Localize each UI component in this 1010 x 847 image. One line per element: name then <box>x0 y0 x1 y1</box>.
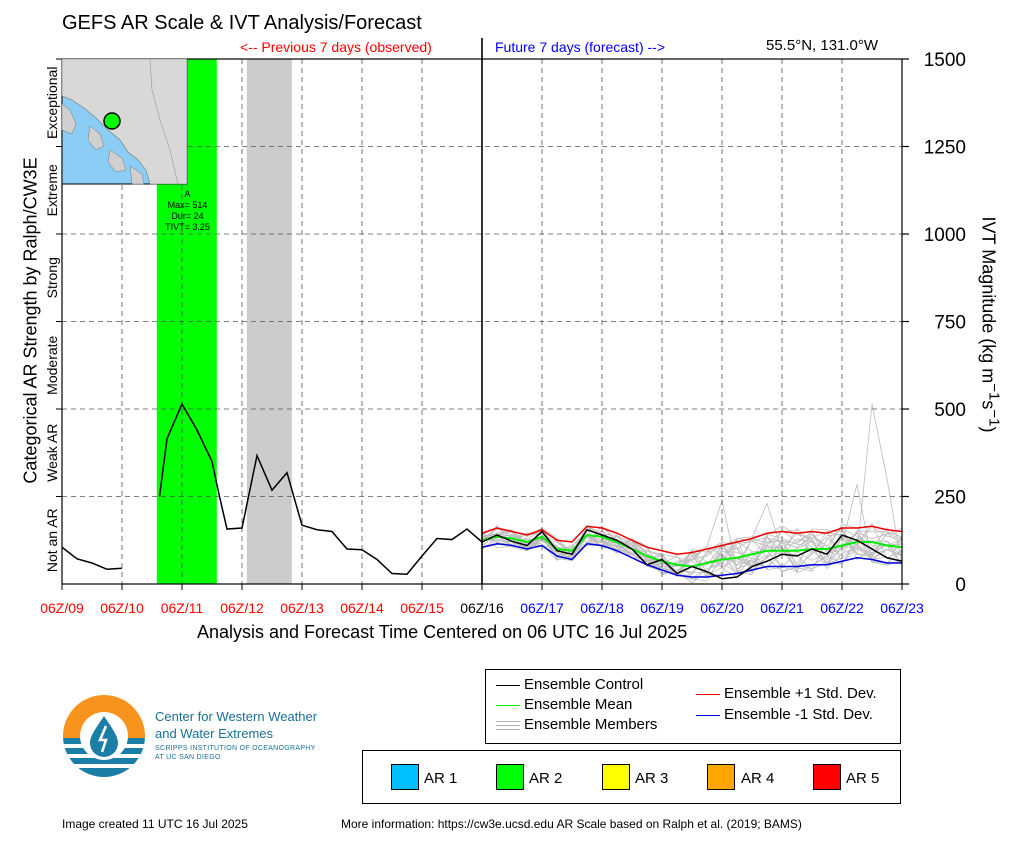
ensemble-member-line-20 <box>481 527 903 577</box>
y-tick-label-6: 1500 <box>924 50 966 71</box>
legend-swatch-members-3 <box>496 729 520 730</box>
series-line-ensemble-control <box>481 528 903 580</box>
future-days-label: Future 7 days (forecast) --> <box>495 39 666 55</box>
logo-sub1: SCRIPPS INSTITUTION OF OCEANOGRAPHY <box>155 745 316 752</box>
ar-scale-legend: AR 1 AR 2 AR 3 AR 4 AR 5 <box>362 750 901 804</box>
x-tick-label-2: 06Z/11 <box>161 600 204 616</box>
location-label: 55.5°N, 131.0°W <box>766 37 879 54</box>
image-created-text: Image created 11 UTC 16 Jul 2025 <box>62 817 248 831</box>
ensemble-member-line-19 <box>481 525 903 575</box>
legend-swatch-mean <box>496 705 520 706</box>
ensemble-members <box>481 404 903 584</box>
x-tick-label-13: 06Z/22 <box>820 600 864 616</box>
ar5-label: AR 5 <box>846 770 880 787</box>
legend-label-plus-std: Ensemble +1 Std. Dev. <box>724 685 877 702</box>
x-tick-label-8: 06Z/17 <box>520 600 564 616</box>
ar5-swatch <box>813 764 841 790</box>
water-drop-logo-icon <box>63 695 145 777</box>
ensemble-member-line-17 <box>481 530 903 576</box>
ar1-label: AR 1 <box>424 770 458 787</box>
legend-swatch-members-2 <box>496 725 520 726</box>
location-marker-icon <box>103 112 121 130</box>
x-tick-label-7: 06Z/16 <box>460 600 504 616</box>
ar1-swatch <box>391 764 419 790</box>
x-tick-label-3: 06Z/12 <box>220 600 264 616</box>
x-tick-label-9: 06Z/18 <box>580 600 624 616</box>
observed-control-line-0 <box>61 546 123 571</box>
logo-subtext: SCRIPPS INSTITUTION OF OCEANOGRAPHY AT U… <box>155 744 316 762</box>
legend-swatch-plus-std <box>696 694 720 695</box>
y-tick-label-3: 750 <box>934 313 966 334</box>
x-tick-label-12: 06Z/21 <box>760 600 804 616</box>
category-label-5: Exceptional <box>44 67 60 139</box>
series-line-ensemble-1-std-dev- <box>481 542 902 578</box>
category-label-2: Moderate <box>44 335 60 394</box>
logo-text: Center for Western Weather and Water Ext… <box>155 708 317 742</box>
ar4-swatch <box>707 764 735 790</box>
ensemble-member-line-11 <box>481 498 903 576</box>
y-tick-label-4: 1000 <box>924 225 966 246</box>
logo-line2: and Water Extremes <box>155 726 274 741</box>
previous-days-label: <-- Previous 7 days (observed) <box>240 39 432 55</box>
right-axis-label: IVT Magnitude (kg m−1s−1) <box>978 216 1003 433</box>
logo-sub2: AT UC SAN DIEGO <box>155 754 221 761</box>
series-layer <box>61 402 903 580</box>
x-tick-label-11: 06Z/20 <box>700 600 744 616</box>
y-tick-label-0: 0 <box>955 575 966 596</box>
x-axis-label: Analysis and Forecast Time Centered on 0… <box>197 622 688 642</box>
legend-label-mean: Ensemble Mean <box>524 696 633 713</box>
ar3-swatch <box>602 764 630 790</box>
observed-control-line-1 <box>158 402 483 575</box>
chart-title: GEFS AR Scale & IVT Analysis/Forecast <box>62 12 422 34</box>
ar2-label: AR 2 <box>529 770 563 787</box>
legend-label-control: Ensemble Control <box>524 676 644 693</box>
category-label-4: Extreme <box>44 164 60 216</box>
legend-label-minus-std: Ensemble -1 Std. Dev. <box>724 706 873 723</box>
category-label-0: Not an AR <box>44 508 60 572</box>
event-duration: Dur= 24 <box>171 211 204 221</box>
category-label-1: Weak AR <box>44 424 60 482</box>
series-legend: Ensemble Control Ensemble Mean Ensemble … <box>485 669 901 744</box>
more-info-text: More information: https://cw3e.ucsd.edu … <box>341 817 802 831</box>
inset-map <box>61 58 188 185</box>
legend-swatch-members-1 <box>496 721 520 722</box>
y-tick-label-2: 500 <box>934 400 966 421</box>
x-tick-label-6: 06Z/15 <box>400 600 444 616</box>
cw3e-logo <box>62 694 146 778</box>
event-letter: A <box>184 189 191 199</box>
ar4-label: AR 4 <box>741 770 775 787</box>
event-max: Max= 514 <box>167 200 208 210</box>
legend-label-members: Ensemble Members <box>524 716 658 733</box>
event-annotation: A Max= 514 Dur= 24 TIVT= 3.25 <box>150 189 225 233</box>
y-tick-label-1: 250 <box>934 488 966 509</box>
ar3-label: AR 3 <box>635 770 669 787</box>
x-tick-label-1: 06Z/10 <box>100 600 144 616</box>
x-tick-label-0: 06Z/09 <box>40 600 84 616</box>
x-tick-label-14: 06Z/23 <box>880 600 924 616</box>
grid-lines <box>62 59 902 584</box>
legend-swatch-minus-std <box>696 715 720 716</box>
series-line-ensemble-1-std-dev- <box>481 525 903 556</box>
x-tick-label-4: 06Z/13 <box>280 600 324 616</box>
x-tick-label-10: 06Z/19 <box>640 600 684 616</box>
logo-line1: Center for Western Weather <box>155 709 318 724</box>
category-label-3: Strong <box>44 257 60 298</box>
x-tick-label-5: 06Z/14 <box>340 600 384 616</box>
axis-ticks: 06Z/09 06Z/10 06Z/11 06Z/12 06Z/13 06Z/14 06Z/… <box>40 50 966 616</box>
legend-swatch-control <box>496 685 520 686</box>
event-tivt: TIVT= 3.25 <box>165 222 210 232</box>
ar2-swatch <box>496 764 524 790</box>
left-axis-label: Categorical AR Strength by Ralph/CW3E <box>20 157 41 484</box>
y-tick-label-5: 1250 <box>924 138 966 159</box>
